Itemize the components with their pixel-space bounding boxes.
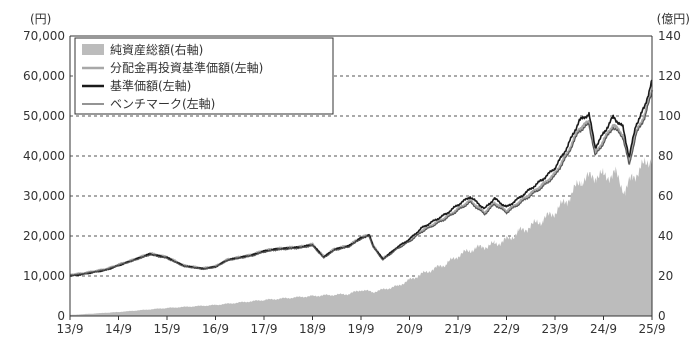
series-lines-layer (69, 79, 654, 277)
left-axis-tick-label: 20,000 (23, 229, 65, 243)
x-axis-tick-label: 19/9 (348, 322, 375, 336)
x-axis-tick-label: 22/9 (493, 322, 520, 336)
left-axis-tick-label: 40,000 (23, 149, 65, 163)
right-axis-tick-label: 140 (658, 29, 681, 43)
right-axis-tick-label: 40 (658, 229, 673, 243)
x-axis-tick-label: 24/9 (590, 322, 617, 336)
x-axis-tick-label: 13/9 (57, 322, 84, 336)
legend-box (74, 37, 334, 115)
line-nav (69, 79, 653, 277)
left-axis-tick-label: 50,000 (23, 109, 65, 123)
x-axis-tick-label: 14/9 (105, 322, 132, 336)
x-axis-tick-label: 21/9 (445, 322, 472, 336)
x-axis-ticks: 13/9 14/9 15/9 16/9 17/9 18/9 19/9 20/9 21/9 22/9… (57, 316, 666, 336)
right-axis-tick-label: 20 (658, 269, 673, 283)
right-axis-tick-label: 100 (658, 109, 681, 123)
right-axis-tick-label: 80 (658, 149, 673, 163)
legend-label-nav: 基準価額(左軸) (110, 78, 191, 93)
x-axis-tick-label: 25/9 (639, 322, 666, 336)
x-axis-tick-label: 20/9 (396, 322, 423, 336)
x-axis-tick-label: 15/9 (154, 322, 181, 336)
left-axis-tick-label: 0 (57, 309, 65, 323)
legend-label-benchmark: ベンチマーク(左軸) (110, 96, 215, 111)
area-net_assets (70, 156, 652, 316)
right-axis-tick-label: 0 (658, 309, 666, 323)
net-assets-area-layer (70, 156, 652, 316)
right-axis-ticks: 0 20 40 60 80 100 120 140 (658, 29, 681, 323)
left-axis-tick-label: 30,000 (23, 189, 65, 203)
left-axis-tick-label: 10,000 (23, 269, 65, 283)
legend-label-reinvested-nav: 分配金再投資基準価額(左軸) (110, 60, 263, 75)
right-axis-tick-label: 60 (658, 189, 673, 203)
legend: 純資産総額(右軸) 分配金再投資基準価額(左軸) 基準価額(左軸) ベンチマーク… (74, 37, 334, 115)
x-axis-tick-label: 16/9 (202, 322, 229, 336)
right-axis-unit-label: (億円) (657, 12, 690, 26)
right-axis-tick-label: 120 (658, 69, 681, 83)
legend-swatch-net-assets (82, 44, 104, 55)
x-axis-tick-label: 17/9 (251, 322, 278, 336)
legend-label-net-assets: 純資産総額(右軸) (110, 42, 203, 57)
left-axis-tick-label: 60,000 (23, 69, 65, 83)
line-benchmark (69, 92, 653, 276)
left-axis-unit-label: (円) (30, 12, 51, 26)
left-axis-tick-label: 70,000 (23, 29, 65, 43)
x-axis-tick-label: 23/9 (542, 322, 569, 336)
x-axis-tick-label: 18/9 (299, 322, 326, 336)
left-axis-ticks: 0 10,000 20,000 30,000 40,000 50,000 60,000 70,… (23, 29, 65, 323)
